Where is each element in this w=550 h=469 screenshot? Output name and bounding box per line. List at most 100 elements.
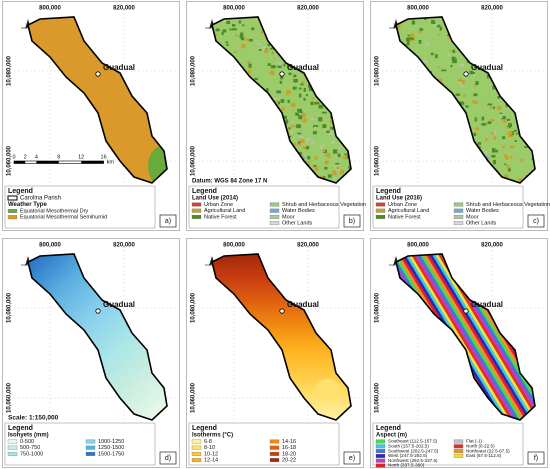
legend-item: Agricultural Land [204, 208, 245, 214]
land-patch [406, 37, 410, 42]
land-patch [487, 103, 493, 106]
legend-swatch [375, 214, 386, 219]
land-patch [491, 148, 496, 153]
land-patch [329, 131, 334, 135]
land-patch [474, 117, 477, 122]
land-patch [313, 126, 319, 129]
land-patch [242, 24, 245, 27]
legend-title: Legend [376, 425, 401, 432]
land-patch [461, 94, 467, 97]
legend-swatch [191, 458, 202, 463]
legend-swatch [7, 209, 18, 213]
land-patch [318, 104, 324, 109]
land-patch [299, 138, 305, 143]
legend-item: 12-14 [204, 458, 218, 464]
land-patch [290, 125, 296, 128]
legend-swatch [7, 451, 18, 456]
land-patch [459, 63, 465, 67]
legend-item: Native Forest [388, 214, 421, 220]
land-patch [247, 60, 251, 65]
land-patch [298, 87, 302, 90]
land-patch [339, 169, 345, 175]
legend-swatch [191, 214, 202, 219]
y-coordinate: 10,080,000 [191, 292, 197, 323]
land-patch [234, 34, 239, 37]
land-patch [298, 115, 303, 119]
land-patch [310, 101, 314, 106]
land-patch [489, 105, 492, 110]
land-patch [502, 119, 507, 123]
place-marker [463, 71, 469, 77]
land-patch [308, 160, 311, 163]
land-patch [490, 118, 495, 122]
land-patch [314, 156, 318, 161]
land-patch [293, 74, 297, 78]
land-patch [258, 49, 263, 51]
land-patch [322, 124, 327, 129]
place-name: Guadual [103, 63, 135, 72]
land-patch [311, 97, 314, 100]
land-patch [229, 28, 232, 31]
land-patch [305, 94, 308, 97]
land-patch [301, 113, 307, 118]
legend-box [188, 185, 340, 229]
land-patch [507, 167, 511, 172]
legend-item: Equatorial Mesothermal Semihumid [20, 215, 107, 221]
land-patch [474, 127, 477, 130]
panel-label-box [527, 451, 545, 465]
legend-swatch [453, 208, 464, 213]
land-patch [292, 86, 297, 90]
land-patch [509, 145, 515, 149]
land-patch [222, 18, 226, 22]
legend-item: 14-16 [282, 439, 296, 445]
land-patch [439, 26, 442, 31]
land-patch [504, 155, 509, 160]
land-patch [507, 131, 513, 135]
parish-boundary [27, 16, 168, 184]
legend-item: 0-500 [20, 439, 34, 445]
land-patch [337, 153, 341, 158]
land-patch [501, 116, 506, 120]
land-patch [302, 119, 306, 123]
land-patch [458, 78, 463, 82]
land-patch [481, 123, 487, 126]
y-coordinate: 10,080,000 [191, 55, 197, 86]
land-patch [502, 136, 506, 140]
land-patch [437, 34, 441, 36]
panel-label-box [527, 214, 545, 228]
land-patch [311, 117, 316, 120]
x-coordinate: 800,000 [39, 243, 61, 249]
legend-item: Water Bodies [282, 208, 315, 214]
legend-title: Legend [376, 188, 401, 195]
land-patch [286, 90, 291, 94]
y-coordinate: 10,080,000 [7, 292, 13, 323]
land-patch [298, 93, 302, 98]
land-patch [447, 36, 452, 40]
land-patch [407, 41, 410, 46]
land-patch [267, 63, 271, 66]
land-patch [214, 33, 218, 36]
land-patch [267, 43, 271, 47]
land-patch [502, 145, 505, 149]
land-patch [244, 38, 249, 41]
land-patch [514, 140, 517, 142]
legend-item: 8-10 [204, 445, 215, 451]
land-patch [332, 170, 336, 175]
land-patch [303, 87, 306, 92]
land-patch [499, 114, 503, 119]
land-patch [248, 38, 253, 42]
aspect-stripe [413, 254, 535, 420]
land-patch [241, 44, 246, 49]
land-patch [435, 54, 438, 59]
scale-tick: 16 [101, 154, 107, 160]
land-patch [303, 98, 306, 101]
legend-box [4, 422, 156, 466]
legend-swatch [85, 445, 96, 450]
land-patch [323, 127, 328, 131]
land-patch [312, 131, 317, 135]
land-patch [319, 175, 323, 178]
legend-item: Flat (-1) [466, 439, 483, 444]
legend-item: South (157.5-202.5) [388, 444, 429, 449]
land-patch [326, 130, 330, 134]
land-patch [291, 120, 294, 124]
